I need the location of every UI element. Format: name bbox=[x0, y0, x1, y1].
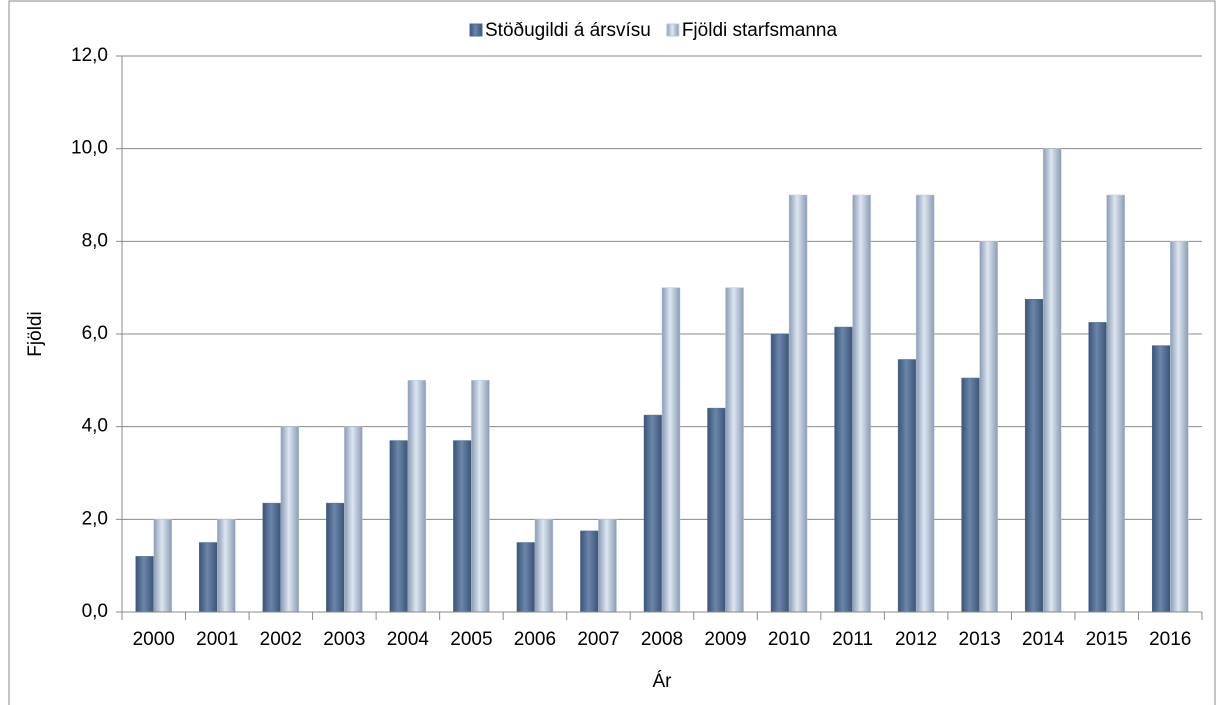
y-tick-label: 2,0 bbox=[82, 508, 108, 529]
bar bbox=[262, 502, 282, 613]
chart-border bbox=[8, 0, 1216, 705]
x-tick-label: 2005 bbox=[450, 629, 492, 650]
y-tick-label: 6,0 bbox=[82, 323, 108, 344]
bar bbox=[280, 426, 300, 613]
bar bbox=[153, 519, 173, 613]
x-tick-label: 2011 bbox=[832, 629, 873, 650]
bar bbox=[661, 287, 681, 613]
bar bbox=[344, 426, 363, 613]
legend-label: Stöðugildi á ársvísu bbox=[485, 20, 651, 41]
x-tick-label: 2003 bbox=[323, 629, 365, 650]
x-tick-label: 2001 bbox=[196, 629, 238, 650]
bar bbox=[852, 194, 871, 613]
bar bbox=[707, 407, 726, 613]
bar bbox=[199, 542, 218, 613]
bar bbox=[471, 380, 490, 613]
bar bbox=[534, 519, 554, 613]
x-tick-label: 2013 bbox=[959, 629, 1001, 650]
bar bbox=[580, 530, 599, 613]
y-tick-label: 12,0 bbox=[71, 45, 108, 66]
legend-swatch bbox=[469, 23, 483, 37]
bar bbox=[1106, 194, 1125, 613]
legend-label: Fjöldi starfsmanna bbox=[682, 20, 838, 41]
bar bbox=[389, 440, 409, 613]
bar bbox=[516, 542, 536, 613]
bar bbox=[407, 380, 427, 613]
bar bbox=[598, 519, 617, 613]
y-tick-label: 8,0 bbox=[82, 230, 108, 251]
x-tick-label: 2000 bbox=[133, 629, 175, 650]
y-tick-label: 4,0 bbox=[82, 416, 108, 437]
bar bbox=[897, 359, 917, 613]
bar bbox=[788, 194, 808, 613]
bar bbox=[979, 241, 998, 613]
bar bbox=[1042, 148, 1062, 613]
x-tick-label: 2002 bbox=[260, 629, 302, 650]
bar bbox=[725, 287, 744, 613]
bar bbox=[1169, 241, 1189, 613]
x-tick-label: 2010 bbox=[768, 629, 810, 650]
bar bbox=[915, 194, 935, 613]
x-tick-label: 2007 bbox=[577, 629, 619, 650]
bar bbox=[1024, 299, 1044, 613]
y-tick-label: 0,0 bbox=[82, 601, 108, 622]
x-tick-label: 2014 bbox=[1022, 629, 1065, 650]
bar bbox=[1088, 322, 1107, 613]
bar bbox=[326, 502, 345, 613]
bar bbox=[643, 414, 663, 613]
x-tick-label: 2004 bbox=[387, 629, 430, 650]
bar bbox=[961, 377, 980, 613]
bar bbox=[453, 440, 472, 613]
bar bbox=[770, 333, 790, 613]
y-axis-label: Fjöldi bbox=[25, 311, 46, 356]
x-axis-label: Ár bbox=[653, 671, 673, 692]
bar bbox=[1151, 345, 1171, 613]
x-tick-label: 2008 bbox=[641, 629, 683, 650]
x-tick-label: 2016 bbox=[1149, 629, 1191, 650]
y-tick-label: 10,0 bbox=[71, 138, 108, 159]
x-tick-label: 2015 bbox=[1086, 629, 1128, 650]
x-tick-label: 2012 bbox=[895, 629, 937, 650]
bar bbox=[834, 326, 853, 613]
x-tick-label: 2009 bbox=[704, 629, 746, 650]
legend-swatch bbox=[666, 23, 680, 37]
bar bbox=[135, 556, 155, 613]
bar bbox=[217, 519, 236, 613]
x-tick-label: 2006 bbox=[514, 629, 556, 650]
